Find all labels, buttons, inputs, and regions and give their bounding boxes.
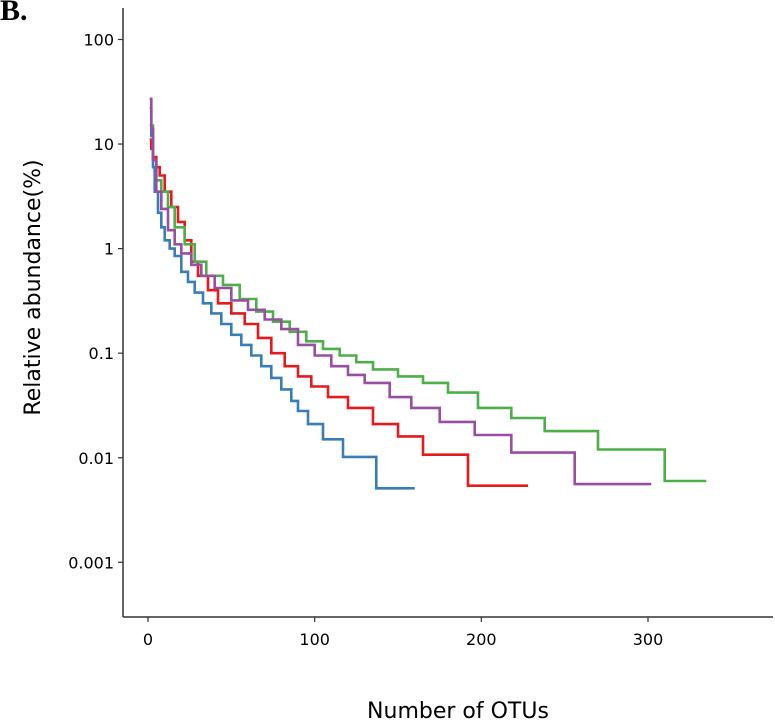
series-line-2 — [149, 138, 528, 487]
series-line-3 — [149, 124, 707, 483]
y-axis: 100 10 1 0.1 0.01 0.001 — [68, 30, 123, 572]
plot-frame — [122, 8, 773, 618]
x-axis-title: Number of OTUs — [367, 699, 549, 724]
y-tick-label: 10 — [94, 135, 114, 154]
x-tick-label: 0 — [143, 630, 153, 649]
y-tick-label: 100 — [83, 30, 114, 49]
y-axis-title: Relative abundance(%) — [21, 159, 46, 415]
y-tick-label: 0.1 — [89, 344, 114, 363]
x-tick-label: 200 — [466, 630, 497, 649]
y-tick-label: 1 — [104, 240, 114, 259]
x-tick-label: 300 — [633, 630, 664, 649]
series-line-4 — [149, 97, 652, 486]
x-tick-label: 100 — [299, 630, 330, 649]
y-tick-label: 0.01 — [78, 449, 114, 468]
series-layer — [149, 97, 707, 490]
series-line-1 — [149, 106, 415, 490]
x-axis: 0 100 200 300 — [143, 617, 663, 649]
panel-label: B. — [0, 0, 28, 27]
y-tick-label: 0.001 — [68, 553, 114, 572]
